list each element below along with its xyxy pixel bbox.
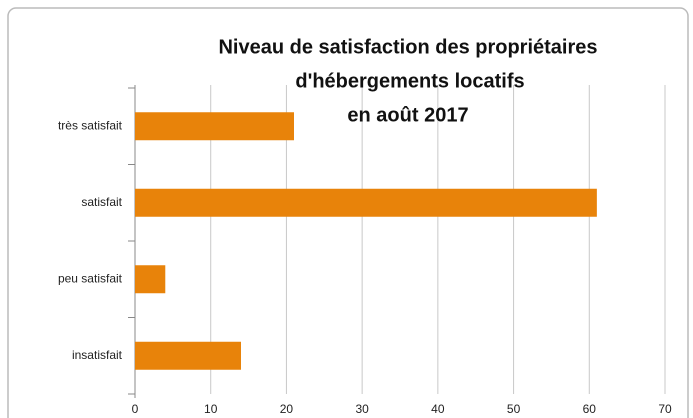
bar — [135, 265, 166, 294]
x-tick-label: 20 — [280, 402, 294, 416]
y-tick-label: peu satisfait — [58, 271, 123, 285]
x-tick-label: 10 — [204, 402, 218, 416]
chart-title: d'hébergements locatifs — [295, 70, 524, 92]
x-tick-label: 30 — [355, 402, 369, 416]
x-tick-label: 60 — [583, 402, 597, 416]
y-tick-label: satisfait — [81, 195, 122, 209]
bar — [135, 188, 597, 217]
chart-title: en août 2017 — [347, 104, 468, 126]
bar — [135, 341, 241, 370]
x-tick-label: 40 — [431, 402, 445, 416]
bar — [135, 112, 294, 141]
y-tick-label: très satisfait — [58, 118, 123, 132]
x-tick-label: 0 — [132, 402, 139, 416]
y-tick-label: insatisfait — [72, 348, 123, 362]
x-tick-label: 50 — [507, 402, 521, 416]
x-tick-label: 70 — [658, 402, 672, 416]
chart-title: Niveau de satisfaction des propriétaires — [218, 36, 597, 58]
